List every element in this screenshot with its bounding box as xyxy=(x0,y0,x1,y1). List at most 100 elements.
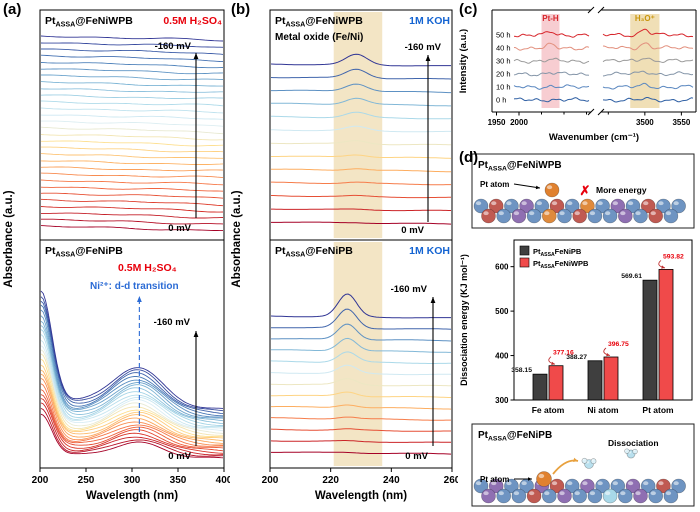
circle xyxy=(511,208,527,224)
lattice-atom xyxy=(656,198,671,214)
ellipse xyxy=(574,211,580,216)
lattice-atom xyxy=(587,488,603,504)
b-top-potential-end-label: -160 mV xyxy=(405,42,442,53)
c-curve-right xyxy=(602,42,694,51)
a-top-spectrum-curve xyxy=(40,94,224,99)
c-x-axis-title: Wavenumber (cm⁻¹) xyxy=(549,132,639,143)
ellipse xyxy=(612,481,619,486)
ellipse xyxy=(643,201,649,206)
c-curve-right xyxy=(602,97,694,103)
ellipse xyxy=(620,211,626,216)
b-top-spectrum-curve xyxy=(270,53,451,67)
lattice-atom xyxy=(473,478,489,494)
ellipse xyxy=(597,201,603,206)
a-bottom-spectrum-curve xyxy=(40,398,224,454)
ellipse xyxy=(521,201,527,206)
a-bottom-potential-arrow xyxy=(193,331,199,446)
a-top-spectrum-curve xyxy=(40,100,224,107)
arrow-head xyxy=(573,457,578,462)
b-top-spectrum-curve xyxy=(271,208,451,212)
panel-c-plot: Pt-H H₃O⁺ 0 h 10 h 20 h 30 h 40 h 50 h 1950 2000 3… xyxy=(458,6,697,143)
b-top-title: PtASSA@FeNiWPB xyxy=(275,15,363,29)
circle xyxy=(663,208,679,224)
hydrogen-sphere xyxy=(590,458,597,465)
a-bottom-spectrum-curve xyxy=(40,378,223,446)
a-bottom-spectrum-curve xyxy=(40,364,224,439)
a-bottom-spectrum-curve xyxy=(40,358,223,437)
circle xyxy=(557,208,572,224)
a-bottom-spectrum-curve xyxy=(40,349,224,434)
ellipse xyxy=(528,491,535,496)
a-bottom-spectrum-curve xyxy=(40,402,224,456)
ellipse xyxy=(567,201,573,206)
b-bottom-spectrum-curve xyxy=(271,323,452,342)
b-bottom-spectrum-curve xyxy=(271,337,451,353)
circle xyxy=(624,448,630,454)
bar-red-1 xyxy=(603,356,619,401)
a-top-spectrum-curve xyxy=(41,120,224,127)
circle xyxy=(572,208,587,224)
d-y-tick-label: 300 xyxy=(495,396,509,405)
lattice-atom xyxy=(572,488,587,504)
c-axis-break-mark xyxy=(587,6,595,14)
c-curve-right xyxy=(602,28,694,38)
a-y-axis-title: Absorbance (a.u.) xyxy=(3,190,15,287)
c-curve-label: 50 h xyxy=(496,31,511,40)
bar-category-label-1: Ni atom xyxy=(587,405,619,415)
lattice-atom xyxy=(534,198,550,214)
lattice-atom xyxy=(549,478,565,494)
bar-value-dark-0: 358.15 xyxy=(511,367,532,374)
ellipse xyxy=(491,481,497,486)
ellipse xyxy=(483,491,489,496)
lattice-atom xyxy=(640,198,656,214)
ellipse xyxy=(591,459,594,461)
lattice-atom xyxy=(481,488,496,504)
c-x-tick-label: 1950 xyxy=(488,118,506,127)
b-bottom-axes-box xyxy=(269,239,453,469)
d-top-pt-atom-label: Pt atom xyxy=(480,180,509,189)
ellipse xyxy=(620,491,626,496)
a-bottom-title: PtASSA@FeNiPB xyxy=(45,245,123,259)
water-molecule xyxy=(624,448,638,459)
d-bottom-pt-atom-arrow xyxy=(514,477,532,481)
b-top-spectrum-curve xyxy=(271,221,452,225)
b-top-spectrum-curve xyxy=(271,181,451,186)
a-top-potential-start-label: 0 mV xyxy=(168,223,191,234)
ellipse xyxy=(665,491,672,496)
a-bottom-annotation: Ni²⁺: d-d transition xyxy=(90,281,179,292)
lattice-atom xyxy=(580,198,595,214)
lattice-atom xyxy=(504,478,519,494)
ellipse xyxy=(544,491,550,496)
c-highlight-band-0 xyxy=(541,14,560,108)
b-top-spectrum-curve xyxy=(270,68,452,80)
bar-value-red-0: 377.16 xyxy=(553,350,574,357)
lattice-atom xyxy=(549,198,565,214)
circle xyxy=(590,458,597,465)
a-top-spectrum-curve xyxy=(40,81,223,87)
ellipse xyxy=(612,201,619,206)
a-bottom-condition: 0.5M H₂SO₄ xyxy=(118,262,177,274)
ellipse xyxy=(582,459,585,461)
a-top-spectrum-curve xyxy=(40,225,223,232)
lattice-atom xyxy=(526,208,542,224)
a-top-spectrum-curve xyxy=(40,42,224,48)
b-top-annotation: Metal oxide (Fe/Ni) xyxy=(275,32,363,43)
circle xyxy=(618,208,633,224)
ellipse xyxy=(643,481,649,486)
a-top-spectrum-curve xyxy=(41,146,224,153)
arrow-head xyxy=(528,477,532,481)
bar-dark-1 xyxy=(587,360,603,401)
bar-value-red-1: 396.75 xyxy=(608,341,629,348)
a-top-spectrum-curve xyxy=(40,172,224,179)
circle xyxy=(544,182,560,198)
ellipse xyxy=(604,491,611,496)
b-bottom-potential-arrow xyxy=(430,297,436,446)
b-top-condition: 1M KOH xyxy=(409,15,450,27)
lattice-atom xyxy=(648,208,663,224)
circle xyxy=(587,208,603,224)
a-bottom-spectrum-curve xyxy=(40,309,223,418)
a-top-condition: 0.5M H₂SO₄ xyxy=(163,15,222,27)
a-top-spectrum-curve xyxy=(40,114,224,120)
lattice-atom xyxy=(602,488,618,504)
